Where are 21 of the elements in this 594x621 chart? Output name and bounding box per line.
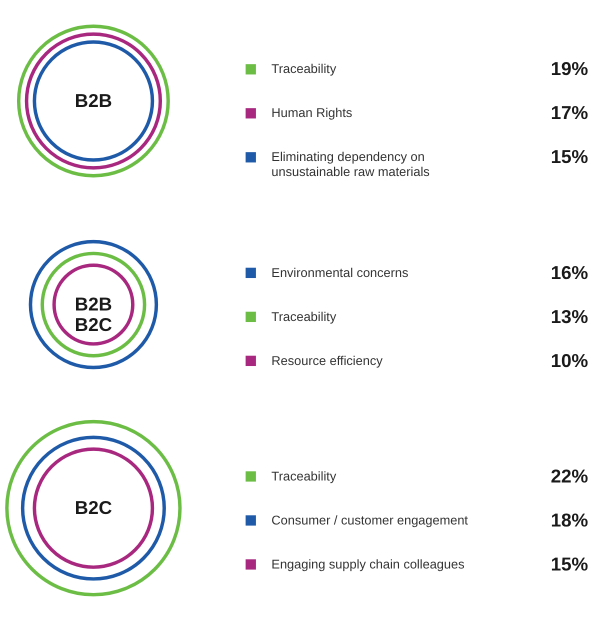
category-label: Resource efficiency [271, 352, 384, 368]
text: B2C [74, 497, 112, 518]
data-label: 16% [550, 262, 588, 283]
category-label: Traceability [271, 61, 337, 76]
category-label: Traceability [271, 308, 337, 324]
category-label: Human Rights [271, 105, 352, 120]
data-label: 15% [550, 146, 588, 168]
category-label: Environmental concerns [271, 264, 408, 280]
category-label: Eliminating dependency on unsustainable raw materials [271, 149, 430, 179]
category-label: Engaging supply chain colleagues [271, 556, 464, 572]
data-label: 15% [550, 553, 588, 574]
data-label: 22% [550, 465, 588, 486]
text: B2B B2C [74, 293, 112, 336]
category-label: Consumer / customer engagement [271, 512, 468, 528]
data-label: 19% [550, 58, 588, 80]
data-label: 10% [550, 350, 588, 371]
category-label: Traceability [271, 468, 337, 484]
text: B2B [74, 90, 112, 111]
data-label: 13% [550, 306, 588, 327]
data-label: 17% [550, 102, 588, 124]
data-label: 18% [550, 509, 588, 530]
